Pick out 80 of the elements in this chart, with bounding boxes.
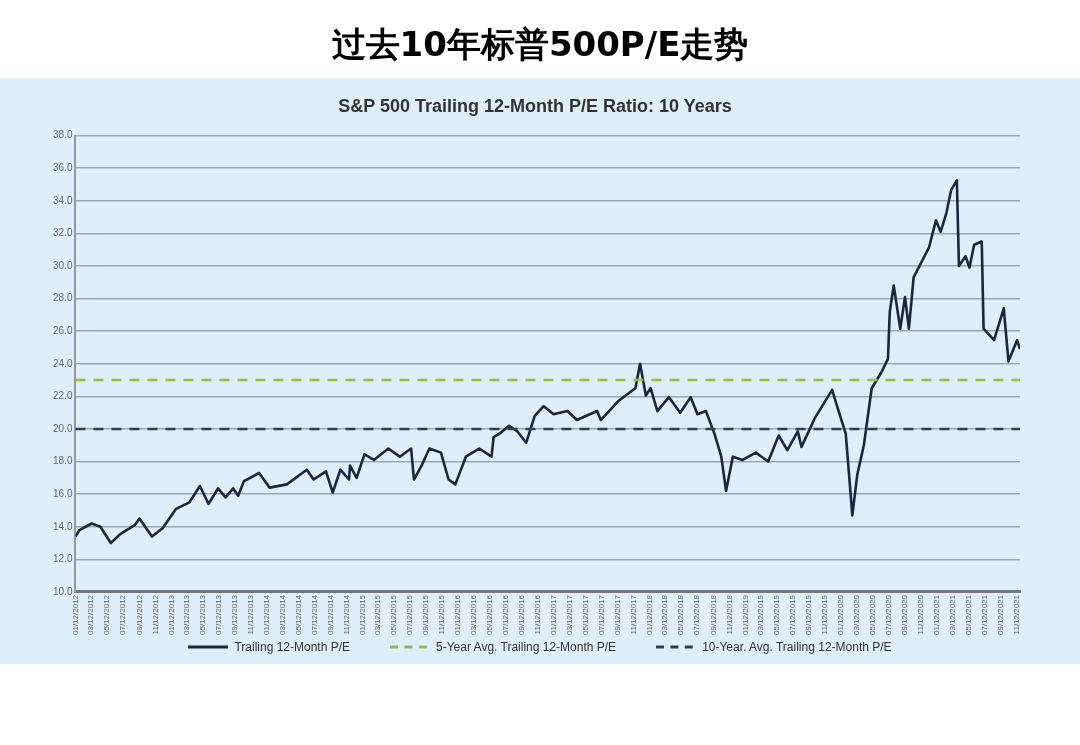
x-tick-label: 09/12/2016 — [517, 594, 527, 636]
x-tick-label: 01/12/2013 — [166, 594, 176, 636]
x-tick-label: 03/12/2020 — [851, 594, 861, 636]
x-tick-label: 09/12/2020 — [900, 594, 910, 636]
x-tick-label: 01/12/2015 — [357, 594, 367, 636]
x-tick-label: 11/12/2021 — [1011, 594, 1021, 635]
x-tick-label: 07/12/2018 — [692, 594, 702, 636]
x-tick-label: 01/12/2020 — [836, 594, 846, 636]
legend-label: 5-Year Avg. Trailing 12-Month P/E — [436, 640, 617, 654]
x-tick-label: 11/12/2012 — [150, 594, 160, 635]
legend-label: Trailing 12-Month P/E — [234, 640, 351, 654]
x-tick-label: 05/12/2018 — [676, 594, 686, 636]
x-tick-label: 01/12/2016 — [453, 594, 463, 636]
x-tick-label: 01/12/2014 — [262, 594, 272, 636]
x-tick-label: 03/12/2016 — [469, 594, 479, 636]
x-tick-label: 05/12/2012 — [102, 594, 112, 636]
x-tick-label: 05/12/2017 — [580, 594, 590, 636]
x-tick-label: 05/12/2013 — [198, 594, 207, 636]
x-tick-label: 11/12/2020 — [916, 594, 926, 635]
legend-label: 10-Year. Avg. Trailing 12-Month P/E — [702, 640, 892, 654]
x-tick-label: 09/12/2015 — [421, 594, 431, 636]
x-tick-label: 05/12/2020 — [867, 594, 877, 636]
x-tick-label: 03/12/2012 — [86, 594, 96, 636]
x-tick-label: 09/12/2018 — [708, 594, 718, 636]
x-tick-label: 11/12/2016 — [533, 594, 543, 635]
y-tick-label: 20.0 — [52, 422, 73, 434]
x-tick-label: 11/12/2019 — [820, 594, 830, 635]
x-tick-label: 05/12/2014 — [293, 594, 303, 636]
x-tick-label: 01/12/2019 — [740, 594, 750, 636]
x-tick-label: 09/12/2014 — [325, 594, 335, 636]
x-tick-label: 05/12/2016 — [485, 594, 495, 636]
x-tick-label: 07/12/2019 — [788, 594, 798, 636]
y-tick-label: 38.0 — [52, 129, 73, 141]
y-tick-label: 28.0 — [52, 292, 73, 304]
x-tick-label: 07/12/2013 — [213, 594, 223, 636]
x-tick-label: 11/12/2015 — [437, 594, 447, 635]
x-tick-label: 11/12/2013 — [246, 594, 256, 635]
y-tick-label: 14.0 — [52, 520, 73, 532]
x-tick-label: 11/12/2018 — [724, 594, 734, 635]
x-tick-label: 03/12/2021 — [947, 594, 957, 636]
y-tick-label: 22.0 — [52, 390, 73, 402]
x-tick-label: 07/12/2012 — [118, 594, 128, 636]
x-tick-label: 03/12/2015 — [373, 594, 383, 636]
x-tick-label: 03/12/2018 — [660, 594, 670, 636]
chart-subtitle: S&P 500 Trailing 12-Month P/E Ratio: 10 Years — [338, 95, 732, 116]
x-tick-label: 07/12/2020 — [883, 594, 893, 636]
x-tick-label: 01/12/2021 — [932, 594, 942, 636]
y-tick-label: 16.0 — [52, 487, 73, 499]
y-tick-label: 12.0 — [52, 553, 73, 565]
x-tick-label: 05/12/2015 — [389, 594, 399, 636]
y-tick-label: 10.0 — [52, 585, 73, 597]
x-tick-label: 03/12/2019 — [756, 594, 766, 636]
y-tick-label: 30.0 — [52, 259, 73, 271]
y-tick-label: 36.0 — [52, 161, 73, 173]
y-tick-label: 24.0 — [52, 357, 73, 369]
y-tick-label: 34.0 — [52, 194, 73, 206]
x-tick-label: 05/12/2021 — [963, 594, 973, 636]
x-tick-label: 05/12/2019 — [772, 594, 782, 636]
x-tick-label: 01/12/2018 — [644, 594, 654, 636]
chart-title: 过去10年标普500P/E走势 — [330, 23, 750, 66]
x-tick-label: 03/12/2013 — [182, 594, 192, 636]
x-tick-label: 03/12/2017 — [564, 594, 574, 636]
x-tick-label: 07/12/2015 — [405, 594, 415, 636]
x-tick-label: 03/12/2014 — [277, 594, 287, 636]
x-tick-label: 07/12/2014 — [309, 594, 319, 636]
y-tick-label: 26.0 — [52, 324, 73, 336]
y-tick-label: 32.0 — [52, 227, 73, 239]
x-tick-label: 07/12/2016 — [501, 594, 511, 636]
x-tick-label: 11/12/2014 — [341, 594, 351, 635]
x-tick-label: 07/12/2017 — [596, 594, 606, 636]
x-tick-label: 09/12/2017 — [613, 594, 623, 636]
x-tick-label: 09/12/2019 — [804, 594, 814, 636]
x-tick-label: 09/12/2013 — [230, 594, 240, 636]
x-tick-label: 07/12/2021 — [979, 594, 989, 636]
x-tick-label: 09/12/2012 — [134, 594, 144, 636]
x-tick-label: 11/12/2017 — [629, 594, 638, 635]
x-tick-label: 01/12/2017 — [549, 594, 559, 636]
x-tick-label: 01/12/2012 — [70, 594, 80, 636]
y-tick-label: 18.0 — [52, 455, 73, 467]
x-tick-label: 09/12/2021 — [995, 594, 1005, 636]
